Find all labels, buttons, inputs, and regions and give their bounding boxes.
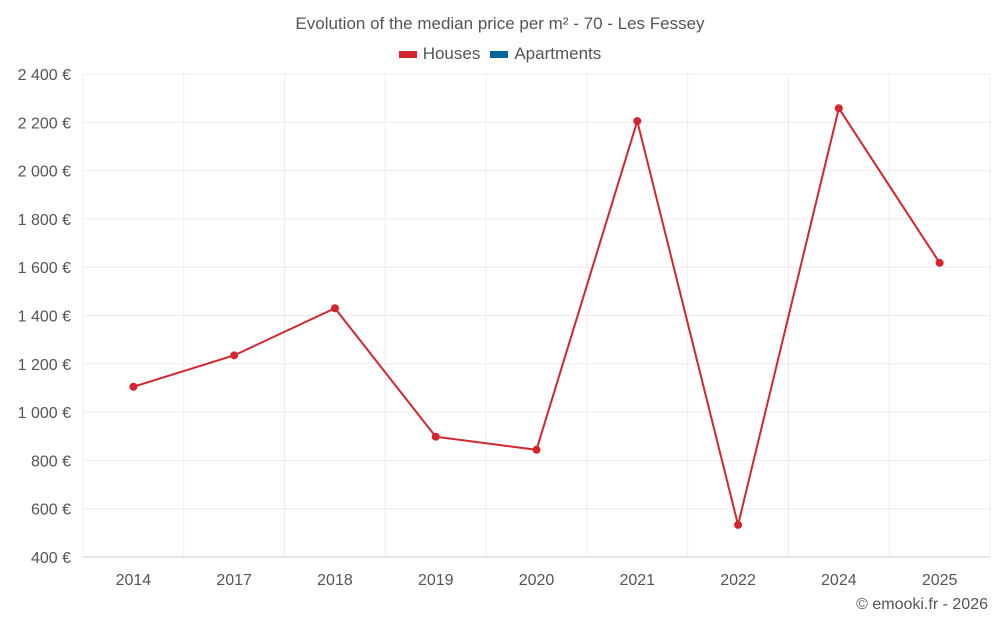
y-tick-label: 1 800 € bbox=[18, 212, 71, 229]
legend-label-apartments: Apartments bbox=[514, 44, 602, 63]
x-tick-label: 2019 bbox=[418, 572, 454, 589]
x-tick-label: 2014 bbox=[116, 572, 152, 589]
x-tick-label: 2025 bbox=[922, 572, 958, 589]
y-tick-label: 1 200 € bbox=[18, 357, 71, 374]
data-point bbox=[633, 117, 642, 126]
y-tick-label: 400 € bbox=[31, 550, 71, 567]
x-tick-label: 2022 bbox=[720, 572, 756, 589]
x-tick-label: 2024 bbox=[821, 572, 857, 589]
legend-label-houses: Houses bbox=[422, 44, 481, 63]
data-point bbox=[129, 382, 138, 391]
x-tick-label: 2021 bbox=[619, 572, 655, 589]
legend-item-apartments[interactable]: Apartments bbox=[490, 44, 601, 64]
y-tick-label: 2 200 € bbox=[18, 115, 71, 132]
y-tick-label: 1 600 € bbox=[18, 260, 71, 277]
y-tick-label: 2 400 € bbox=[18, 67, 71, 84]
y-tick-label: 600 € bbox=[31, 502, 71, 519]
legend-item-houses[interactable]: Houses bbox=[398, 44, 481, 64]
x-tick-label: 2020 bbox=[519, 572, 555, 589]
credit-text: © emooki.fr - 2026 bbox=[856, 596, 988, 613]
data-point bbox=[734, 520, 743, 529]
legend-swatch-houses bbox=[398, 50, 417, 58]
data-point bbox=[935, 258, 944, 267]
y-tick-label: 1 400 € bbox=[18, 309, 71, 326]
data-point bbox=[834, 104, 843, 113]
y-tick-label: 2 000 € bbox=[18, 164, 71, 181]
data-point bbox=[532, 445, 541, 454]
data-point bbox=[330, 304, 339, 313]
chart-legend: Houses Apartments bbox=[0, 44, 1000, 64]
legend-swatch-apartments bbox=[490, 50, 509, 58]
y-tick-label: 800 € bbox=[31, 453, 71, 470]
data-point bbox=[431, 432, 440, 441]
x-tick-label: 2017 bbox=[216, 572, 252, 589]
x-tick-label: 2018 bbox=[317, 572, 353, 589]
data-point bbox=[230, 351, 239, 360]
chart-title: Evolution of the median price per m² - 7… bbox=[295, 14, 705, 33]
y-tick-label: 1 000 € bbox=[18, 405, 71, 422]
